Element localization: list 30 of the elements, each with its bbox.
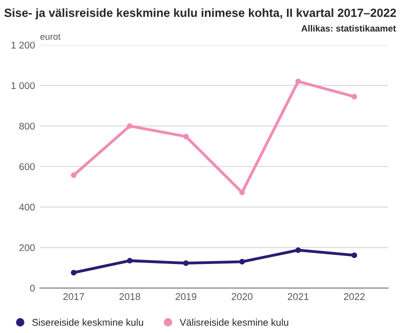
point bbox=[70, 270, 76, 276]
point bbox=[295, 78, 301, 84]
point bbox=[239, 190, 245, 196]
point bbox=[127, 258, 133, 264]
y-tick-label: 1 200 bbox=[12, 42, 35, 49]
point bbox=[183, 260, 189, 266]
y-tick-label: 200 bbox=[19, 244, 35, 252]
chart-title: Sise- ja välisreiside keskmine kulu inimese kohta, II kvartal 2017–2022 bbox=[4, 8, 396, 20]
x-tick-label: 2019 bbox=[176, 293, 196, 300]
point bbox=[127, 123, 133, 129]
x-tick-label: 2018 bbox=[119, 293, 140, 300]
point bbox=[239, 258, 245, 264]
y-tick-label: 800 bbox=[19, 122, 35, 130]
x-tick-label: 2022 bbox=[344, 293, 365, 300]
x-tick-label: 2021 bbox=[288, 293, 309, 300]
y-tick-label: 1 000 bbox=[12, 82, 35, 90]
x-tick-label: 2017 bbox=[63, 293, 84, 300]
x-tick-label: 2020 bbox=[232, 293, 252, 300]
legend-label: Sisereiside keskmine kulu bbox=[32, 318, 144, 326]
point bbox=[183, 134, 189, 140]
point bbox=[352, 94, 358, 100]
y-tick-label: 400 bbox=[19, 204, 35, 211]
text: Allikas: statistikaamet bbox=[301, 24, 396, 32]
point bbox=[70, 172, 76, 178]
point bbox=[352, 252, 358, 258]
y-axis-title: eurot bbox=[40, 34, 61, 40]
legend-label: Välisreiside kesmine kulu bbox=[180, 318, 288, 326]
point bbox=[295, 247, 301, 253]
y-tick-label: 600 bbox=[19, 163, 35, 170]
y-tick-label: 0 bbox=[30, 284, 35, 292]
